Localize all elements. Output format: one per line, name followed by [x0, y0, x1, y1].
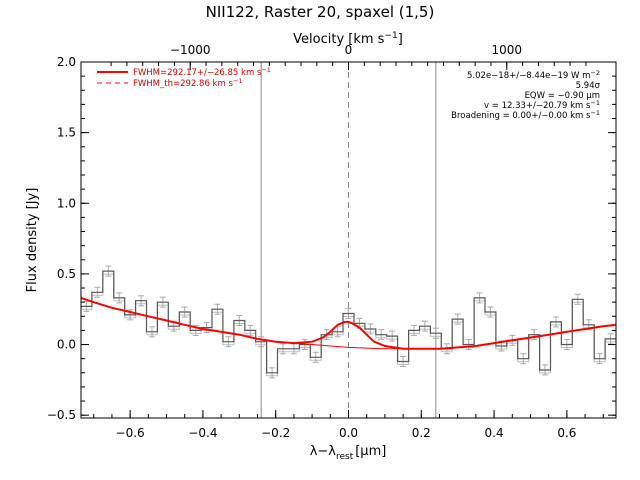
- annotation-3: v = 12.33+/−20.79 km s−1: [484, 99, 600, 111]
- x-tick-label: 0.6: [557, 426, 576, 440]
- x-tick-label: −0.2: [261, 426, 290, 440]
- spectrum-point: [129, 314, 131, 316]
- reference-lines: [260, 62, 437, 418]
- annotation-2: EQW = −0.90 μm: [525, 91, 600, 101]
- x-tick-label: −0.6: [116, 426, 145, 440]
- legend-entry-1: FWHM_th=292.86 km s−1: [133, 77, 242, 89]
- plot-series: [80, 265, 617, 379]
- spectrum-point: [599, 358, 601, 360]
- spectrum-point: [227, 341, 229, 343]
- spectrum-point: [260, 341, 262, 343]
- spectrum-point: [173, 325, 175, 327]
- legend-entry-0: FWHM=292.17+/−26.85 km s−1: [133, 66, 271, 78]
- annotation-4: Broadening = 0.00+/−0.00 km s−1: [451, 109, 600, 121]
- spectrum-point: [457, 318, 459, 320]
- spectrum-point: [293, 348, 295, 350]
- y-tick-label: 1.0: [57, 196, 76, 210]
- axis-ticks: −0.6 −0.4 −0.2 0.0 0.2 0.4 0.6 −0.5 0.0 0.5 1.0 1.5…: [47, 43, 616, 440]
- x-tick-label: −0.4: [188, 426, 217, 440]
- spectrum-point: [478, 297, 481, 299]
- spectrum-point: [85, 305, 88, 307]
- spectrum-point: [609, 338, 612, 340]
- spectrum-point: [435, 332, 437, 334]
- chart-title: NII122, Raster 20, spaxel (1,5): [206, 3, 435, 21]
- legend: FWHM=292.17+/−26.85 km s−1FWHM_th=292.86…: [97, 66, 271, 89]
- y-tick-label: 1.5: [57, 126, 76, 140]
- x-tick-label: 0.4: [485, 426, 504, 440]
- spectrum-point: [380, 334, 382, 336]
- spectrum-point: [347, 312, 350, 315]
- top-tick-label: −1000: [170, 43, 211, 57]
- spectrum-point: [336, 331, 339, 333]
- model-line: [80, 296, 617, 350]
- spectrum-point: [107, 270, 109, 272]
- spectrum-step-line: [81, 270, 616, 374]
- y-tick-label: 0.5: [57, 267, 76, 281]
- top-axis-label: Velocity [km s−1]: [293, 31, 403, 47]
- y-tick-label: 0.0: [57, 338, 76, 352]
- spectrum-point: [424, 325, 426, 327]
- y-axis-label: Flux density [Jy]: [25, 188, 40, 293]
- spectrum-point: [566, 343, 568, 346]
- spectrum-point: [315, 356, 317, 358]
- spectrum-point: [391, 335, 393, 337]
- spectrum-point: [238, 319, 240, 322]
- spectrum-point: [577, 298, 579, 300]
- continuum-line: [293, 342, 404, 350]
- spectrum-point: [500, 345, 502, 347]
- spectrum-point: [162, 301, 164, 303]
- spectrum-point: [369, 328, 371, 330]
- annotation-1: 5.94σ: [576, 81, 601, 91]
- spectrum-point: [468, 343, 470, 346]
- x-axis-label: λ−λrest [μm]: [310, 444, 387, 462]
- spectrum-point: [402, 360, 404, 363]
- spectrum-point: [489, 311, 492, 313]
- spectrum-point: [205, 326, 208, 329]
- top-tick-label: 0: [345, 43, 353, 57]
- x-tick-label: 0.0: [339, 426, 358, 440]
- spectrum-point: [533, 334, 535, 336]
- top-tick-label: 1000: [492, 43, 523, 57]
- y-tick-label: 2.0: [57, 55, 76, 69]
- spectrum-point: [413, 329, 415, 332]
- spectrum-point: [195, 329, 197, 332]
- spectrum-point: [216, 308, 219, 310]
- spectrum-point: [522, 358, 524, 360]
- spectrum-point: [588, 324, 590, 326]
- spectrum-point: [555, 321, 557, 323]
- spectrum-point: [151, 331, 153, 333]
- spectrum-point: [118, 297, 120, 299]
- spectrum-point: [249, 329, 251, 332]
- spectrum-point: [140, 300, 142, 302]
- spectrum-point: [271, 372, 273, 374]
- annotation-0: 5.02e−18+/−8.44e−19 W m−2: [467, 69, 600, 81]
- spectrum-point: [282, 348, 284, 350]
- y-tick-label: −0.5: [47, 408, 76, 422]
- spectrum-point: [544, 369, 546, 371]
- x-tick-label: 0.2: [412, 426, 431, 440]
- spectrum-point: [358, 322, 361, 324]
- spectrum-point: [96, 291, 98, 293]
- spectrum-point: [184, 311, 186, 313]
